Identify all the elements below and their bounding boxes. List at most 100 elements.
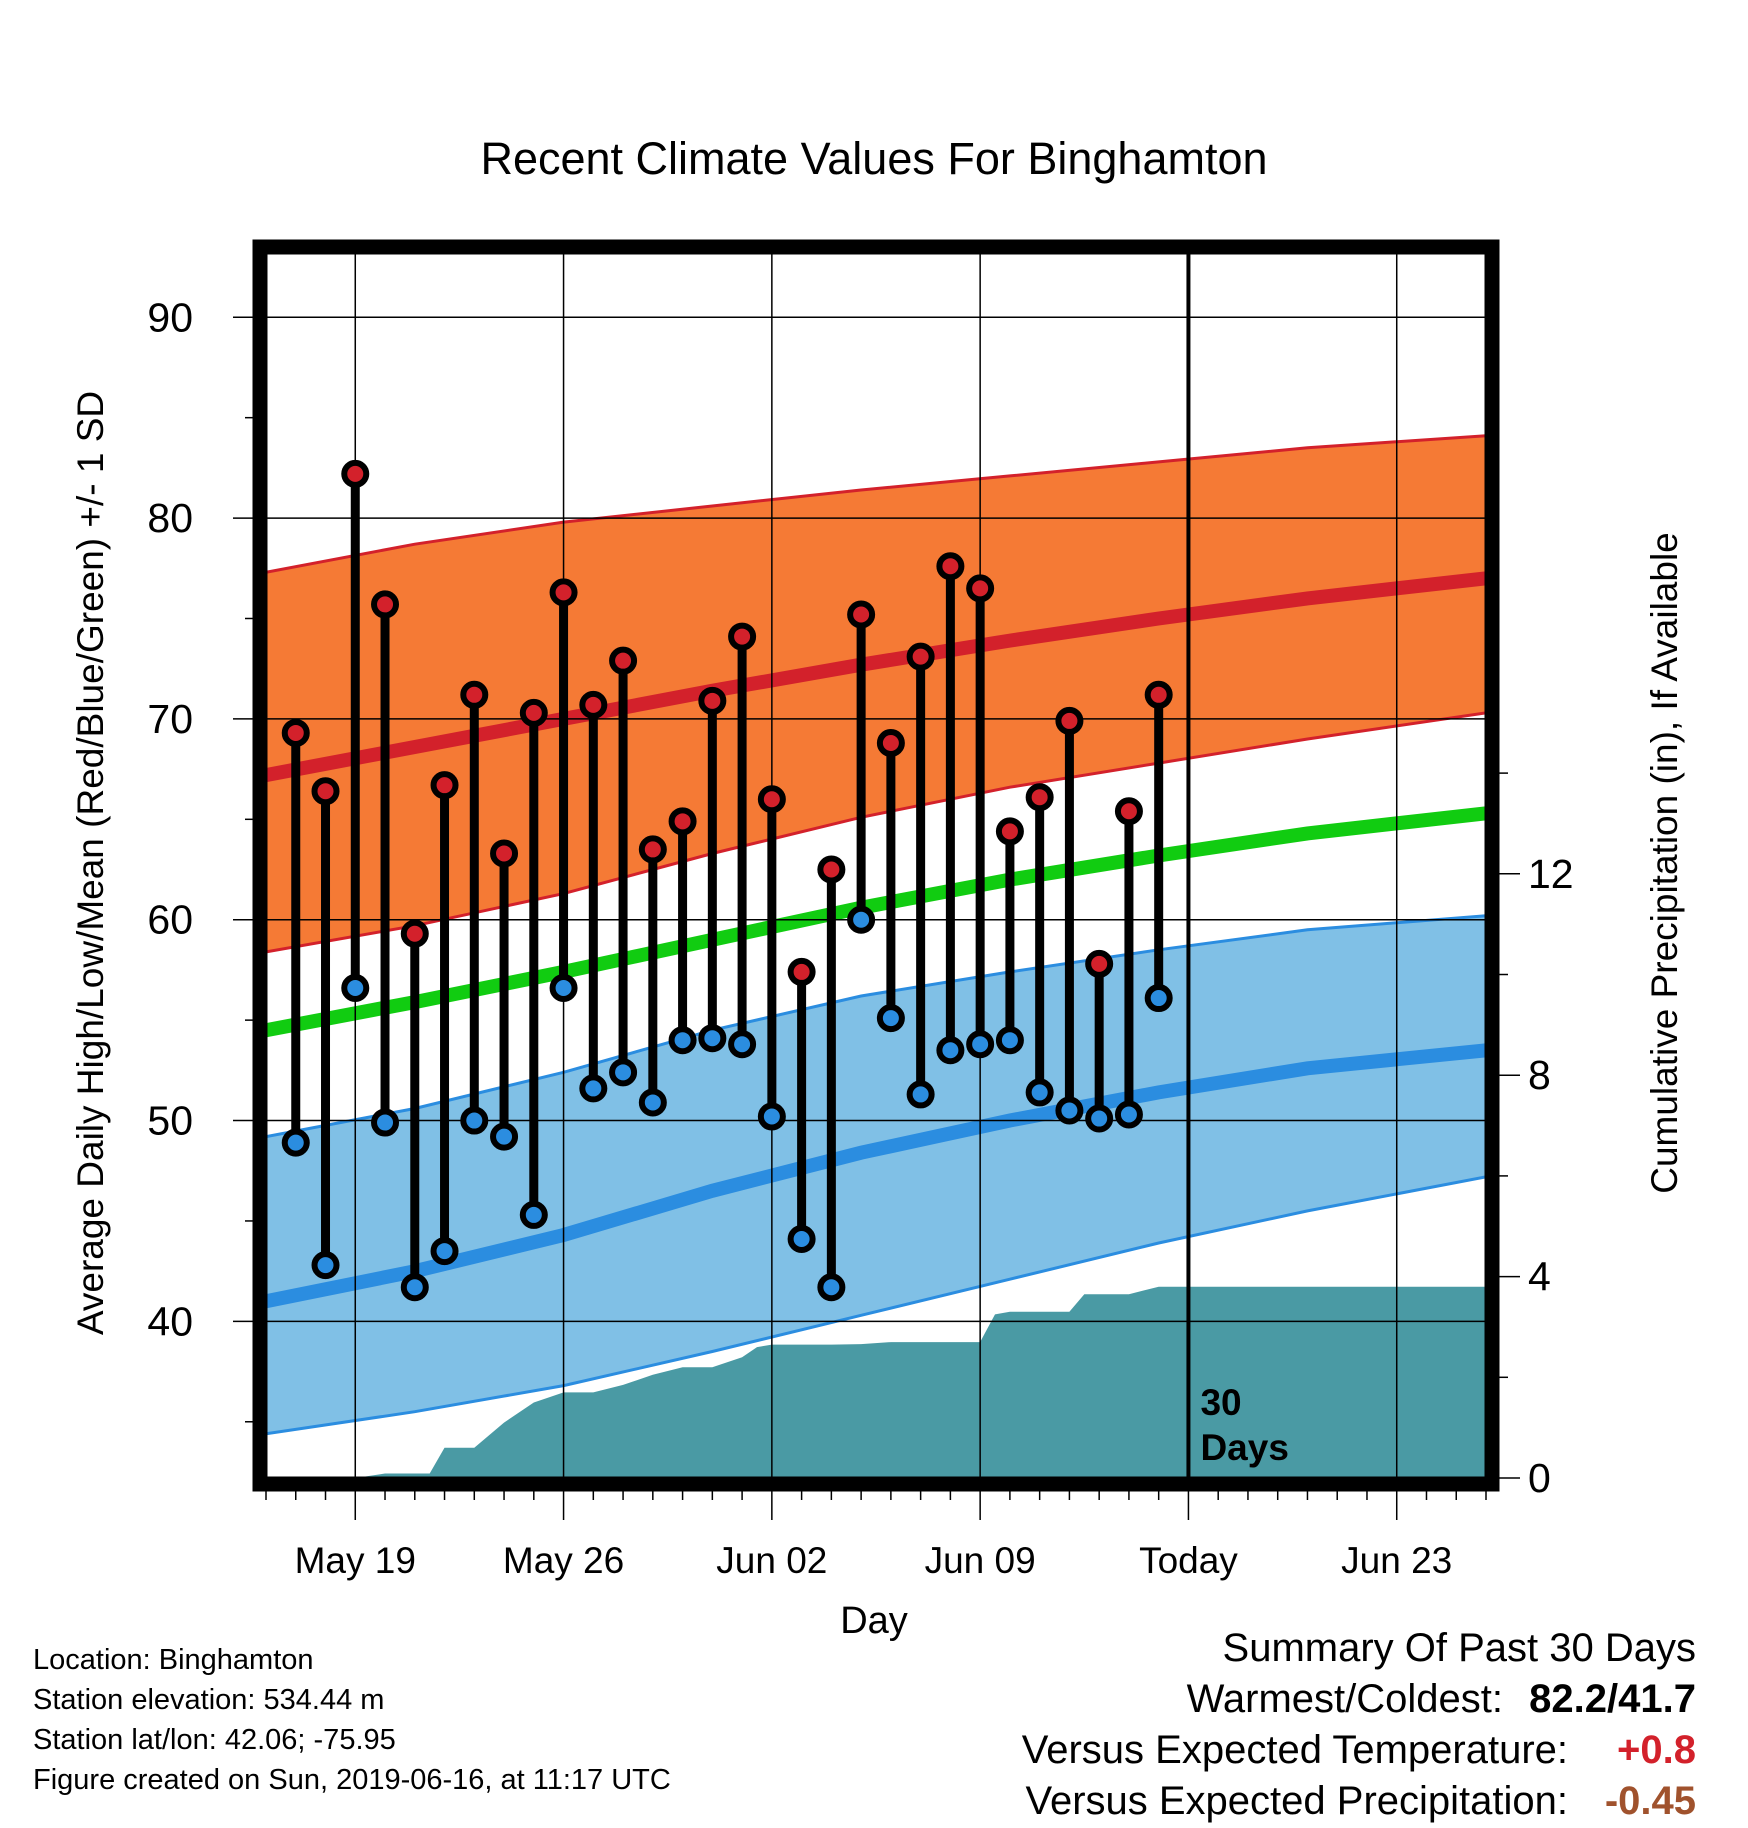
high-point bbox=[400, 919, 429, 948]
today-label-days-word: Days bbox=[1200, 1427, 1288, 1468]
high-point bbox=[936, 552, 965, 581]
high-point bbox=[847, 600, 876, 629]
y-right-tick-label: 8 bbox=[1528, 1052, 1551, 1098]
high-point bbox=[876, 729, 905, 757]
high-normal-band bbox=[266, 435, 1486, 952]
x-axis-label: Day bbox=[840, 1600, 908, 1642]
low-point bbox=[430, 1237, 459, 1266]
station-info: Location: Binghamton Station elevation: … bbox=[33, 1640, 671, 1800]
low-upper-edge bbox=[266, 914, 1486, 1139]
x-tick-label: Today bbox=[1139, 1540, 1238, 1581]
low-point bbox=[936, 1036, 965, 1065]
summary-precip-row: Versus Expected Precipitation: -0.45 bbox=[1022, 1776, 1696, 1827]
high-point bbox=[906, 642, 935, 671]
y-right-tick-label: 12 bbox=[1528, 851, 1574, 897]
low-normal-band bbox=[266, 915, 1486, 1434]
plot-frame bbox=[252, 239, 1500, 1492]
high-point bbox=[311, 777, 340, 806]
high-point bbox=[371, 590, 400, 619]
low-point bbox=[966, 1030, 995, 1059]
info-latlon: Station lat/lon: 42.06; -75.95 bbox=[33, 1724, 396, 1756]
info-location: Location: Binghamton bbox=[33, 1644, 314, 1676]
low-point bbox=[371, 1108, 400, 1137]
summary-precip-value: -0.45 bbox=[1604, 1779, 1696, 1823]
low-point bbox=[668, 1026, 697, 1055]
info-created: Figure created on Sun, 2019-06-16, at 11… bbox=[33, 1764, 671, 1796]
summary-warm-value: 82.2/41.7 bbox=[1529, 1677, 1696, 1721]
high-point bbox=[1144, 680, 1173, 709]
x-tick-label: May 26 bbox=[503, 1540, 624, 1581]
low-point bbox=[817, 1273, 846, 1302]
y-left-tick-label: 90 bbox=[147, 294, 193, 340]
high-point bbox=[698, 686, 727, 715]
high-point bbox=[579, 690, 608, 719]
low-point bbox=[876, 1004, 905, 1033]
summary-warm-label: Warmest/Coldest: bbox=[1186, 1677, 1503, 1721]
low-point bbox=[1114, 1100, 1143, 1129]
low-point bbox=[341, 974, 370, 1002]
summary-panel: Summary Of Past 30 Days Warmest/Coldest:… bbox=[1022, 1623, 1696, 1827]
high-point bbox=[281, 718, 310, 747]
y-left-tick-label: 60 bbox=[147, 897, 193, 943]
y-left-tick-label: 50 bbox=[147, 1098, 193, 1144]
low-point bbox=[1085, 1104, 1114, 1133]
low-point bbox=[638, 1088, 667, 1117]
summary-temp-value: +0.8 bbox=[1617, 1728, 1696, 1772]
low-point bbox=[460, 1106, 489, 1135]
high-point bbox=[549, 578, 578, 607]
low-point bbox=[1025, 1078, 1054, 1107]
axes: 40 50 60 70 80 90 0 4 8 12 May 19 May 26 Jun 02 Jun 0… bbox=[147, 239, 1574, 1581]
low-point bbox=[311, 1251, 340, 1280]
y-axis-label-right: Cumulative Precipitation (in), If Availa… bbox=[1644, 532, 1685, 1194]
info-elevation: Station elevation: 534.44 m bbox=[33, 1684, 385, 1716]
high-point bbox=[490, 839, 519, 868]
low-point bbox=[728, 1030, 757, 1059]
low-point bbox=[906, 1080, 935, 1109]
low-point bbox=[787, 1225, 816, 1254]
y-left-tick-label: 40 bbox=[147, 1298, 193, 1344]
low-point bbox=[1144, 984, 1173, 1013]
high-point bbox=[341, 459, 370, 488]
summary-temp-label: Versus Expected Temperature: bbox=[1021, 1728, 1568, 1772]
summary-temp-row: Versus Expected Temperature: +0.8 bbox=[1022, 1725, 1696, 1776]
summary-title: Summary Of Past 30 Days bbox=[1222, 1626, 1696, 1670]
high-point bbox=[460, 680, 489, 709]
high-point bbox=[638, 835, 667, 864]
low-point bbox=[549, 974, 578, 1002]
high-point bbox=[430, 771, 459, 800]
high-point bbox=[1025, 783, 1054, 812]
low-lower-edge bbox=[266, 1175, 1486, 1436]
high-point bbox=[728, 622, 757, 651]
low-point bbox=[847, 905, 876, 934]
high-point bbox=[1085, 949, 1114, 978]
x-tick-label: Jun 02 bbox=[716, 1540, 827, 1581]
high-point bbox=[817, 855, 846, 884]
low-point bbox=[579, 1074, 608, 1103]
y-left-tick-label: 80 bbox=[147, 495, 193, 541]
low-point bbox=[995, 1026, 1024, 1055]
high-point bbox=[995, 817, 1024, 846]
high-point bbox=[787, 957, 816, 986]
low-point bbox=[698, 1024, 727, 1053]
y-right-tick-label: 4 bbox=[1528, 1254, 1551, 1300]
low-point bbox=[281, 1128, 310, 1157]
low-mean-line bbox=[266, 1043, 1486, 1309]
x-tick-label: Jun 23 bbox=[1341, 1540, 1452, 1581]
high-point bbox=[966, 574, 995, 603]
chart-title: Recent Climate Values For Binghamton bbox=[480, 133, 1267, 184]
low-point bbox=[609, 1058, 638, 1087]
high-point bbox=[1055, 706, 1084, 735]
high-upper-edge bbox=[266, 434, 1486, 574]
precip-area bbox=[266, 1286, 1486, 1478]
y-axis-label-left: Average Daily High/Low/Mean (Red/Blue/Gr… bbox=[70, 391, 111, 1335]
low-point bbox=[490, 1122, 519, 1151]
summary-precip-label: Versus Expected Precipitation: bbox=[1025, 1779, 1568, 1823]
low-point bbox=[519, 1200, 548, 1229]
high-point bbox=[1114, 797, 1143, 826]
low-point bbox=[400, 1273, 429, 1302]
summary-warm-row: Warmest/Coldest: 82.2/41.7 bbox=[1022, 1674, 1696, 1725]
high-point bbox=[757, 785, 786, 814]
low-point bbox=[1055, 1096, 1084, 1125]
